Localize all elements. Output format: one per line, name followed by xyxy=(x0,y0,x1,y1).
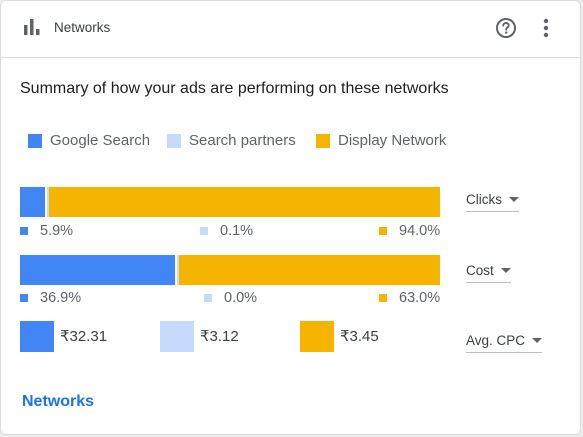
value-text: 36.9% xyxy=(40,290,82,306)
cost-bar xyxy=(20,255,440,285)
search-partners-dot xyxy=(200,227,208,235)
search-partners-dot xyxy=(204,294,212,302)
value-text: 5.9% xyxy=(40,223,74,239)
bar-chart-icon xyxy=(24,19,40,35)
cpc-box-google-search xyxy=(20,321,54,352)
legend-search-partners: Search partners xyxy=(167,132,296,149)
cpc-box-search-partners xyxy=(160,321,194,352)
cost-search-partners-value: 0.0% xyxy=(204,290,257,306)
card-title: Networks xyxy=(54,20,111,35)
summary-text: Summary of how your ads are performing o… xyxy=(20,80,449,97)
google-search-dot xyxy=(20,227,28,235)
help-circle-icon[interactable] xyxy=(495,17,517,39)
cpc-google-search-value: ₹32.31 xyxy=(60,328,108,345)
legend-label: Search partners xyxy=(189,132,296,149)
clicks-search-partners-value: 0.1% xyxy=(200,223,253,239)
clicks-bar xyxy=(20,187,440,217)
card-header: Networks xyxy=(1,1,580,58)
legend-swatch xyxy=(167,133,181,148)
dropdown-arrow-icon xyxy=(532,338,543,343)
google-search-dot xyxy=(20,294,28,302)
legend-label: Google Search xyxy=(50,132,151,149)
display-network-dot xyxy=(379,227,387,235)
cpc-display-network-value: ₹3.45 xyxy=(340,328,379,345)
bar-segment-search-partners xyxy=(46,187,49,217)
cost-metric-dropdown[interactable]: Cost xyxy=(466,263,511,283)
metric-label: Cost xyxy=(466,263,494,278)
cost-display-network-value: 63.0% xyxy=(379,290,440,306)
legend-google-search: Google Search xyxy=(28,132,150,149)
metric-label: Clicks xyxy=(466,192,502,207)
legend-label: Display Network xyxy=(338,132,447,149)
metric-label: Avg. CPC xyxy=(466,333,526,348)
bar-segment-display-network xyxy=(48,187,440,217)
value-text: 0.0% xyxy=(224,290,258,306)
dropdown-arrow-icon xyxy=(509,197,519,202)
value-text: 94.0% xyxy=(399,223,441,239)
networks-link[interactable]: Networks xyxy=(22,393,95,410)
legend-swatch xyxy=(28,133,42,148)
dropdown-arrow-icon xyxy=(500,268,511,273)
clicks-metric-dropdown[interactable]: Clicks xyxy=(466,192,519,212)
bar-segment-google-search xyxy=(20,187,45,217)
cpc-search-partners-value: ₹3.12 xyxy=(200,328,239,345)
bar-segment-search-partners xyxy=(176,255,179,285)
clicks-google-search-value: 5.9% xyxy=(20,223,73,239)
display-network-dot xyxy=(379,294,387,302)
clicks-display-network-value: 94.0% xyxy=(379,223,440,239)
cpc-box-display-network xyxy=(300,321,334,352)
more-vert-icon[interactable] xyxy=(537,17,555,39)
avg-cpc-metric-dropdown[interactable]: Avg. CPC xyxy=(466,333,543,353)
legend-swatch xyxy=(316,133,330,148)
cost-google-search-value: 36.9% xyxy=(20,290,81,306)
legend-display-network: Display Network xyxy=(316,132,446,149)
value-text: 63.0% xyxy=(399,290,441,306)
bar-segment-google-search xyxy=(20,255,175,285)
bar-segment-display-network xyxy=(178,255,440,285)
value-text: 0.1% xyxy=(220,223,254,239)
